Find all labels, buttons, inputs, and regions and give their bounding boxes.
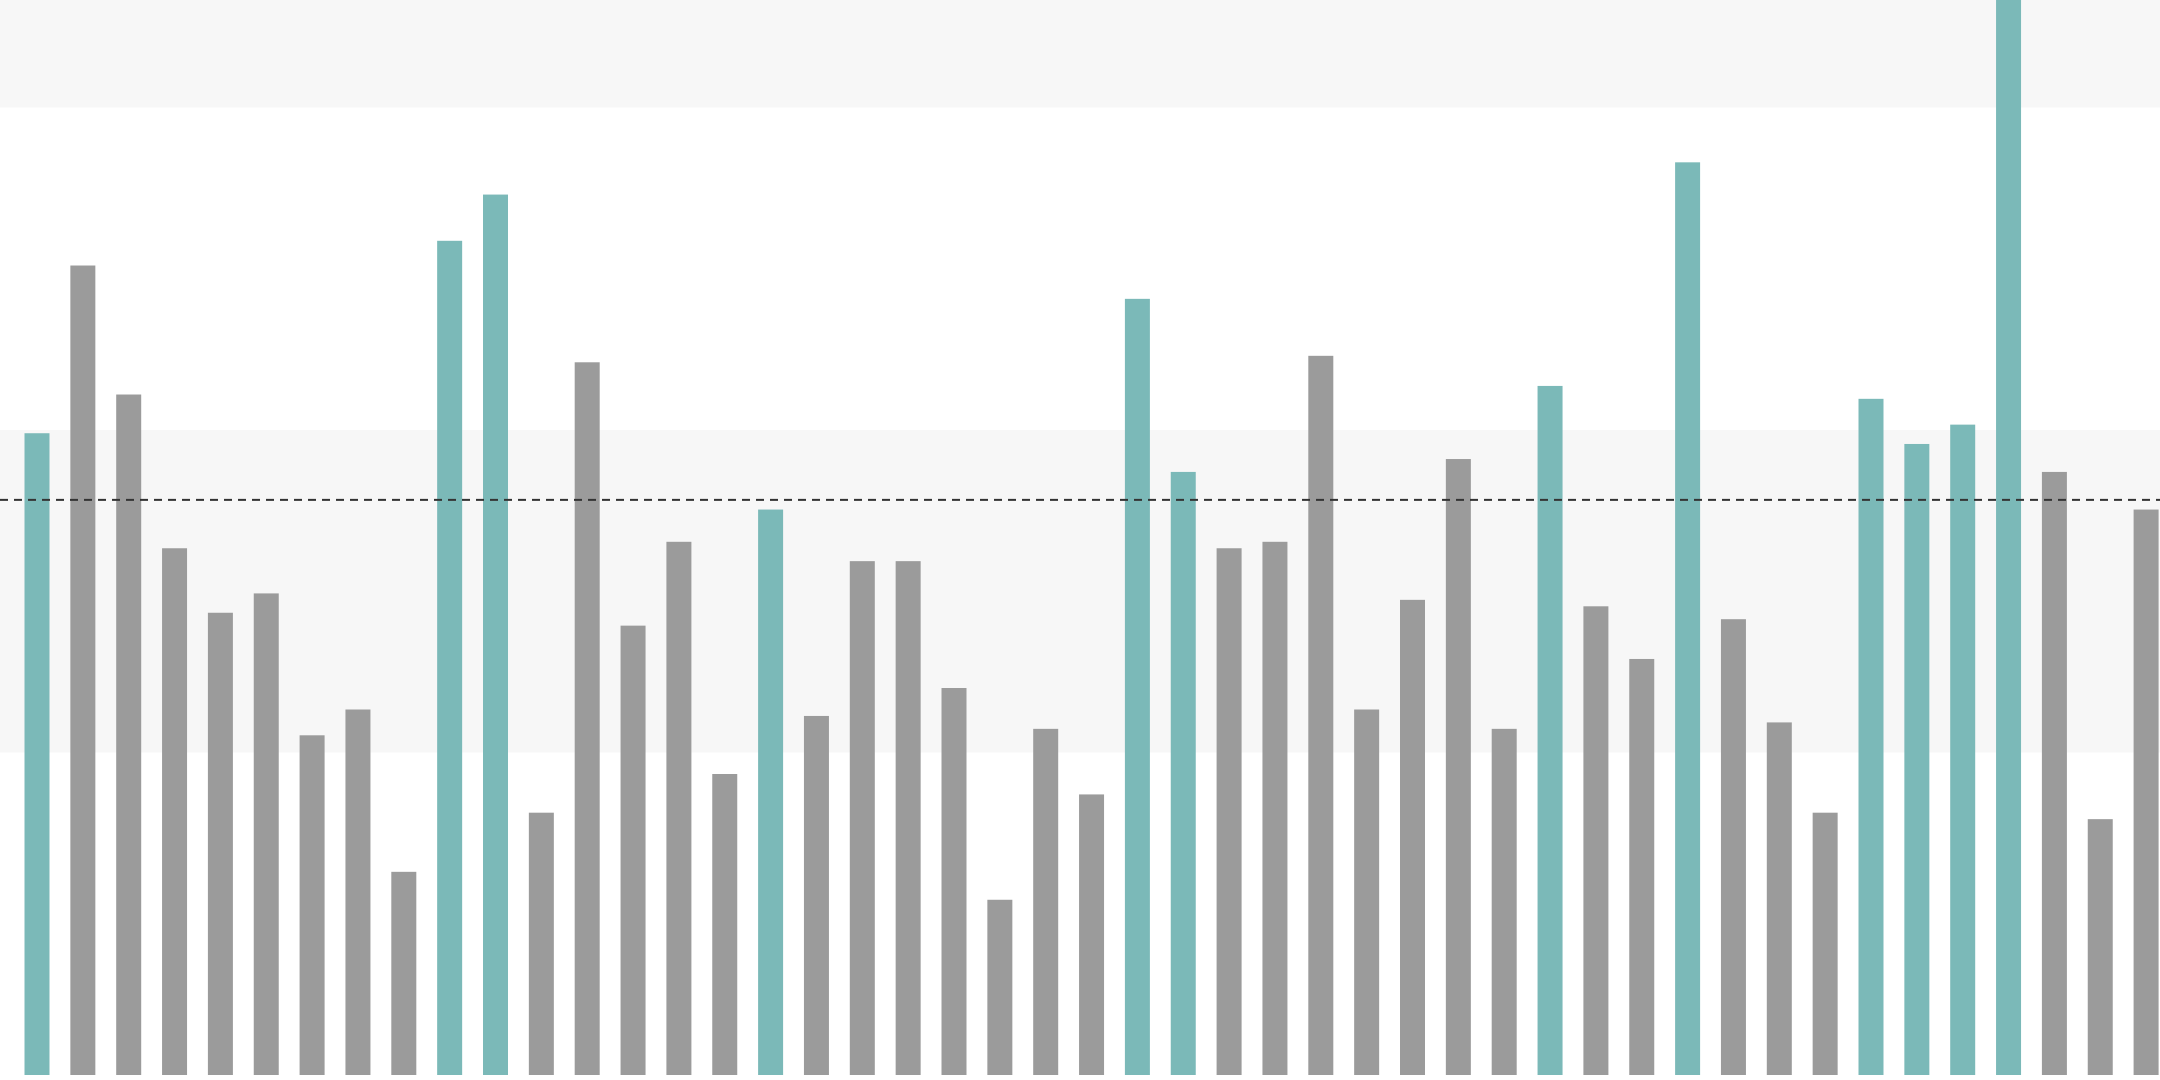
bar — [666, 541, 692, 1075]
bar — [803, 715, 829, 1075]
background-band — [0, 0, 2160, 108]
bar — [299, 735, 325, 1075]
bar — [1262, 541, 1288, 1075]
bar — [253, 593, 279, 1075]
bar — [1812, 812, 1838, 1075]
bar — [1308, 355, 1334, 1075]
bar — [528, 812, 554, 1075]
bar — [2087, 819, 2113, 1075]
bar — [1491, 728, 1517, 1075]
bar — [345, 709, 371, 1075]
bar-highlighted — [437, 240, 463, 1076]
bar — [2041, 471, 2067, 1075]
bar — [1354, 709, 1380, 1075]
bar — [941, 688, 967, 1075]
bar — [987, 899, 1013, 1075]
bar — [1766, 722, 1792, 1075]
bar — [391, 871, 417, 1075]
bar — [1583, 606, 1609, 1075]
bar — [2133, 509, 2159, 1075]
bar — [1445, 459, 1471, 1075]
bar-highlighted — [1170, 471, 1196, 1075]
bar-highlighted — [1537, 385, 1563, 1075]
bar — [1079, 794, 1105, 1075]
bar-highlighted — [1950, 424, 1976, 1076]
bar-highlighted — [1996, 0, 2022, 1075]
bar — [116, 394, 142, 1075]
bar-highlighted — [1858, 398, 1884, 1076]
bars — [24, 0, 2159, 1076]
bar — [1400, 599, 1425, 1075]
background-band — [0, 430, 2160, 753]
bar — [1216, 548, 1242, 1075]
bar-highlighted — [758, 509, 784, 1075]
bar — [712, 774, 738, 1075]
bar — [1033, 728, 1059, 1075]
bar — [1720, 619, 1746, 1075]
bar-highlighted — [483, 194, 508, 1075]
bar — [895, 561, 921, 1075]
bar-highlighted — [24, 433, 50, 1076]
bar-highlighted — [1904, 443, 1930, 1076]
bar — [1629, 658, 1655, 1075]
bar-highlighted — [1675, 162, 1701, 1075]
background-band — [0, 107, 2160, 430]
bar — [162, 548, 188, 1075]
bar — [574, 362, 600, 1075]
bar-highlighted — [1124, 298, 1150, 1076]
bar — [849, 561, 875, 1075]
bar — [70, 265, 96, 1075]
bar — [207, 612, 233, 1075]
bar — [620, 625, 646, 1075]
